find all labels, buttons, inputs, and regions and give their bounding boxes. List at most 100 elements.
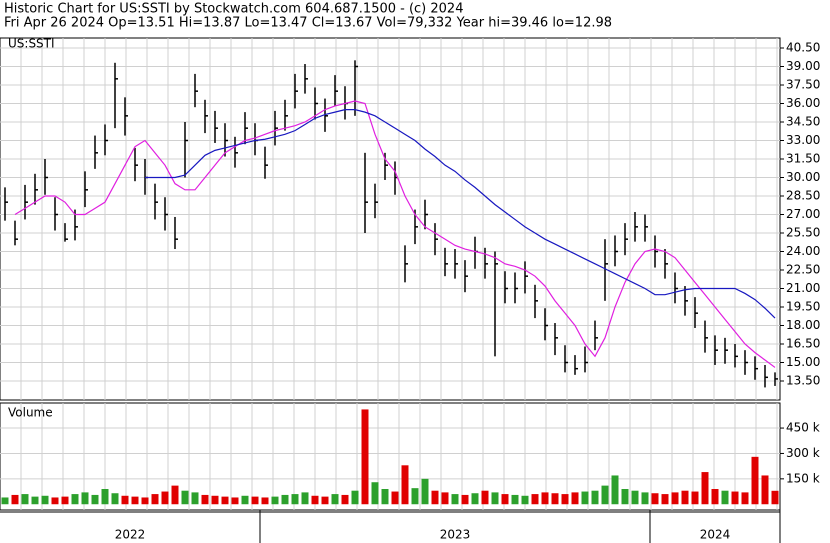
y-tick-label: 16.50 — [786, 337, 820, 351]
y-tick-label: 15.00 — [786, 355, 820, 369]
volume-bar — [321, 496, 329, 505]
volume-bar — [671, 492, 679, 505]
y-tick-label: 31.50 — [786, 151, 820, 165]
volume-bar — [91, 494, 99, 505]
y-tick-label: 13.50 — [786, 374, 820, 388]
volume-bar — [661, 494, 669, 505]
volume-bar — [231, 497, 239, 505]
y-tick-label: 40.50 — [786, 40, 820, 54]
volume-bar — [681, 490, 689, 505]
volume-bar — [731, 491, 739, 505]
volume-bar — [381, 489, 389, 505]
volume-bar — [41, 495, 49, 505]
volume-bar — [501, 494, 509, 505]
volume-bar — [301, 492, 309, 505]
volume-panel — [0, 402, 781, 511]
volume-bar — [141, 497, 149, 505]
x-tick-label: 2024 — [700, 528, 731, 542]
volume-bar — [641, 492, 649, 505]
volume-bar — [11, 494, 19, 505]
y-tick-label: 18.00 — [786, 318, 820, 332]
volume-bar — [151, 494, 159, 505]
volume-bar — [631, 490, 639, 505]
volume-bar — [401, 465, 409, 505]
volume-bar — [221, 496, 229, 505]
y-tick-label: 39.00 — [786, 59, 820, 73]
y-tick-label: 25.50 — [786, 225, 820, 239]
y-tick-label: 150 k — [786, 471, 820, 485]
volume-bar — [101, 489, 109, 505]
volume-bar — [541, 492, 549, 505]
x-tick-label: 2023 — [440, 528, 471, 542]
volume-bar — [291, 494, 299, 505]
volume-bar — [481, 490, 489, 505]
moving-average — [14, 100, 776, 368]
volume-bar — [651, 493, 659, 505]
volume-bar — [431, 490, 439, 505]
volume-bar — [161, 491, 169, 505]
volume-bar — [311, 495, 319, 505]
volume-bar — [121, 495, 129, 505]
volume-bar — [261, 497, 269, 505]
volume-bar — [621, 489, 629, 505]
volume-bar — [411, 488, 419, 505]
volume-bar — [721, 490, 729, 505]
volume-bar — [201, 494, 209, 505]
y-tick-label: 36.00 — [786, 96, 820, 110]
y-tick-label: 37.50 — [786, 77, 820, 91]
volume-bar — [531, 494, 539, 505]
volume-bar — [601, 485, 609, 505]
volume-bar — [441, 492, 449, 505]
symbol-label: US:SSTI — [8, 37, 55, 51]
volume-bar — [571, 492, 579, 505]
volume-bar — [21, 494, 29, 505]
volume-bar — [251, 496, 259, 505]
volume-bar — [171, 485, 179, 505]
volume-bar — [471, 493, 479, 505]
y-tick-label: 22.50 — [786, 263, 820, 277]
volume-bar — [341, 494, 349, 505]
volume-bar — [331, 494, 339, 505]
volume-bar — [711, 489, 719, 505]
chart-title: Historic Chart for US:SSTI by Stockwatch… — [4, 2, 463, 17]
volume-bar — [1, 497, 9, 505]
volume-bar — [391, 491, 399, 505]
y-tick-label: 21.00 — [786, 281, 820, 295]
volume-bar — [581, 491, 589, 505]
x-tick-label: 2022 — [115, 528, 146, 542]
volume-bar — [81, 492, 89, 505]
moving-average — [145, 109, 776, 319]
y-tick-label: 27.00 — [786, 207, 820, 221]
y-tick-label: 19.50 — [786, 300, 820, 314]
volume-bar — [741, 492, 749, 505]
volume-bar — [191, 492, 199, 505]
volume-bar — [451, 494, 459, 505]
volume-bar — [551, 493, 559, 505]
volume-bar — [521, 495, 529, 505]
volume-bar — [491, 492, 499, 505]
volume-bar — [421, 478, 429, 505]
y-tick-label: 450 k — [786, 421, 820, 435]
volume-bar — [31, 496, 39, 505]
volume-bar — [211, 495, 219, 505]
volume-bar — [761, 475, 769, 505]
volume-bar — [371, 482, 379, 505]
volume-bar — [131, 496, 139, 505]
volume-bar — [51, 497, 59, 505]
volume-bar — [271, 496, 279, 505]
price-panel — [0, 37, 781, 401]
volume-bar — [111, 493, 119, 505]
volume-bar — [561, 494, 569, 505]
volume-bar — [61, 496, 69, 505]
y-tick-label: 33.00 — [786, 133, 820, 147]
volume-bar — [691, 491, 699, 505]
volume-bar — [71, 494, 79, 505]
volume-bar — [361, 409, 369, 505]
y-tick-label: 24.00 — [786, 244, 820, 258]
volume-bar — [611, 475, 619, 505]
y-tick-label: 30.00 — [786, 170, 820, 184]
volume-label: Volume — [8, 406, 53, 420]
y-tick-label: 28.50 — [786, 188, 820, 202]
